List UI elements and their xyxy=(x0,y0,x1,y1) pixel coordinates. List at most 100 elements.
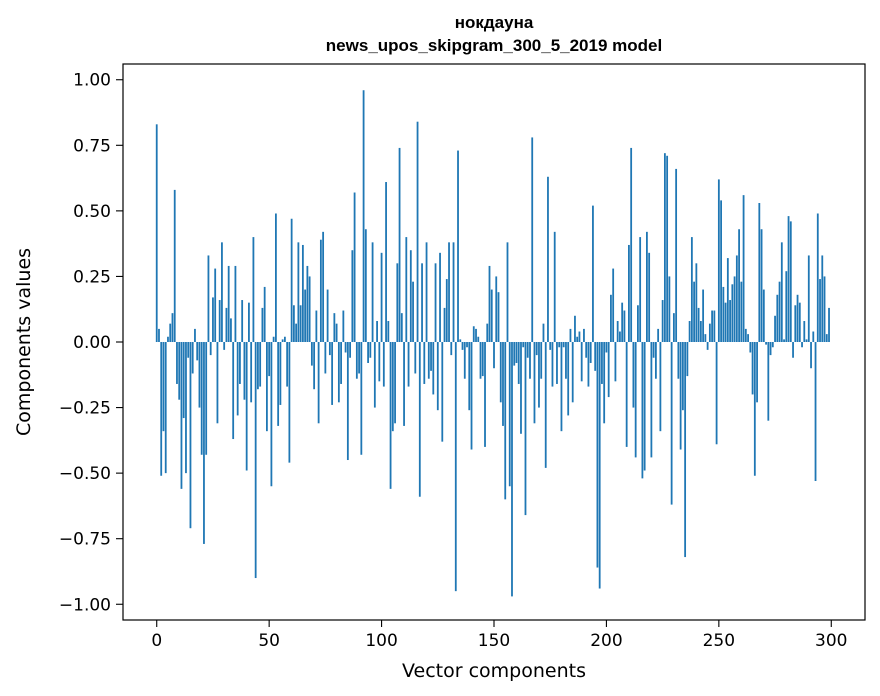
bar-56 xyxy=(281,339,284,342)
bar-5 xyxy=(167,336,169,342)
bar-249 xyxy=(715,342,718,445)
bar-68 xyxy=(308,276,311,342)
bar-237 xyxy=(688,321,691,342)
bar-277 xyxy=(778,281,781,342)
bar-81 xyxy=(337,342,340,403)
bar-191 xyxy=(585,342,588,358)
bar-122 xyxy=(430,342,432,371)
bar-58 xyxy=(286,342,289,387)
bar-17 xyxy=(194,328,196,342)
bar-255 xyxy=(729,300,731,342)
bar-276 xyxy=(776,294,779,342)
bar-36 xyxy=(236,342,239,416)
bar-124 xyxy=(434,263,437,342)
bar-91 xyxy=(360,342,363,455)
bar-160 xyxy=(515,342,518,363)
bar-214 xyxy=(637,305,639,342)
bar-106 xyxy=(394,342,396,424)
bar-221 xyxy=(652,342,655,358)
bar-88 xyxy=(353,192,356,342)
bars-group xyxy=(155,90,830,597)
bar-251 xyxy=(720,200,722,342)
bar-105 xyxy=(391,342,394,432)
bar-230 xyxy=(672,313,675,342)
bar-288 xyxy=(803,321,806,342)
bar-141 xyxy=(472,326,475,342)
bar-200 xyxy=(605,342,608,353)
bar-18 xyxy=(196,342,199,361)
bar-66 xyxy=(304,289,307,342)
bar-296 xyxy=(821,255,824,342)
bar-279 xyxy=(783,339,785,342)
bar-94 xyxy=(367,342,369,363)
bar-168 xyxy=(533,342,536,424)
bar-203 xyxy=(612,268,615,342)
bar-201 xyxy=(607,342,610,398)
bar-101 xyxy=(382,342,385,387)
bar-12 xyxy=(182,342,185,419)
bar-252 xyxy=(722,286,725,342)
x-axis-ticks: 0 50 100 150 200 250 300 xyxy=(151,620,847,651)
bar-72 xyxy=(317,342,320,424)
chart-subtitle: news_upos_skipgram_300_5_2019 model xyxy=(326,36,662,55)
bar-166 xyxy=(529,342,531,379)
bar-198 xyxy=(601,342,603,384)
bar-103 xyxy=(387,321,390,342)
bar-286 xyxy=(798,302,801,342)
bar-232 xyxy=(677,342,680,379)
bar-298 xyxy=(825,334,828,342)
bar-135 xyxy=(459,339,462,342)
bar-156 xyxy=(506,242,509,342)
bar-285 xyxy=(796,294,799,342)
bar-280 xyxy=(785,271,788,342)
bar-199 xyxy=(603,342,606,424)
bar-95 xyxy=(369,342,372,358)
bar-29 xyxy=(221,242,223,342)
bar-125 xyxy=(436,342,439,411)
bar-216 xyxy=(641,342,644,479)
bar-129 xyxy=(445,279,448,342)
bar-24 xyxy=(209,342,212,356)
bar-102 xyxy=(385,182,387,342)
bar-229 xyxy=(670,342,673,505)
bar-170 xyxy=(538,342,540,408)
bar-185 xyxy=(571,342,574,403)
bar-73 xyxy=(319,239,322,342)
bar-151 xyxy=(495,276,498,342)
bar-284 xyxy=(794,305,797,342)
bar-177 xyxy=(553,231,556,342)
bar-138 xyxy=(466,342,468,348)
bar-108 xyxy=(398,147,401,342)
y-tick-label: 0.00 xyxy=(73,333,111,353)
bar-132 xyxy=(452,242,455,342)
bar-155 xyxy=(504,342,507,500)
bar-150 xyxy=(493,342,495,369)
bar-16 xyxy=(191,342,194,374)
bar-139 xyxy=(468,342,471,411)
bar-60 xyxy=(290,218,293,342)
bar-246 xyxy=(708,323,711,342)
bar-123 xyxy=(432,342,435,395)
bar-92 xyxy=(362,90,365,342)
bar-206 xyxy=(619,331,621,342)
bar-193 xyxy=(589,342,592,363)
bar-183 xyxy=(567,342,570,416)
bar-180 xyxy=(560,342,563,432)
bar-64 xyxy=(299,305,302,342)
bar-273 xyxy=(769,342,772,356)
bar-3 xyxy=(162,342,165,432)
bar-1 xyxy=(158,328,160,342)
bar-194 xyxy=(592,205,594,342)
bar-164 xyxy=(524,342,527,516)
bar-269 xyxy=(760,229,763,342)
bar-7 xyxy=(171,313,174,342)
bar-49 xyxy=(266,342,268,432)
bar-20 xyxy=(200,342,203,455)
bar-14 xyxy=(187,342,190,358)
bar-142 xyxy=(475,328,477,342)
bar-114 xyxy=(412,281,414,342)
y-tick-label: −0.50 xyxy=(59,464,111,484)
bar-265 xyxy=(751,342,754,395)
bar-165 xyxy=(526,342,529,358)
bar-227 xyxy=(666,155,669,342)
